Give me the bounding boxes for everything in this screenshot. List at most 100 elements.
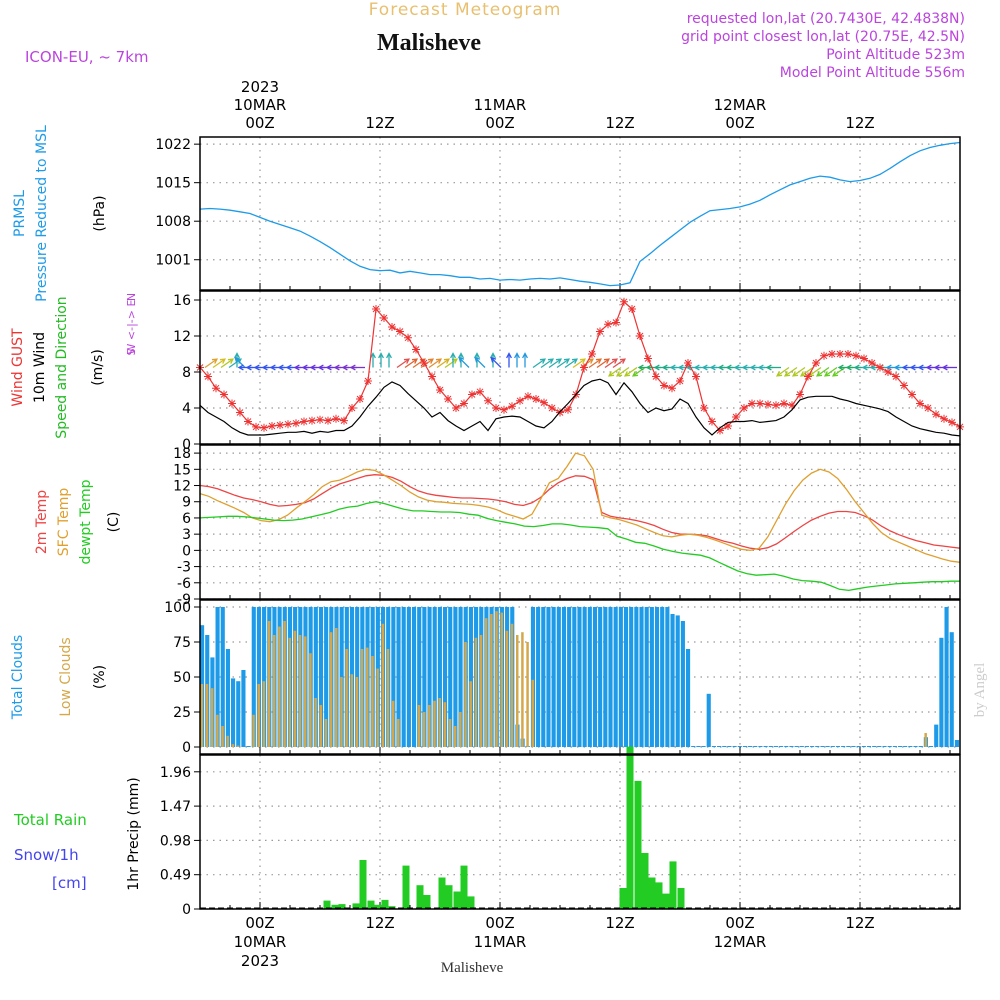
total-cloud-bar [432,607,437,747]
credit-watermark: by Angel [972,663,988,718]
wind-arrow-head [555,358,563,364]
low-cloud-bar [262,681,266,747]
clouds-ytick-label: 50 [173,670,191,686]
wind-direction-arrow [596,358,611,369]
wind-arrow-head [799,371,807,377]
rain-bar [416,885,424,909]
low-cloud-bar [474,637,478,747]
wind-panel: 0 4 8 12 16 Wind GUST 10m Wind Speed and Direct… [10,291,960,453]
gust-marker [908,390,916,399]
low-cloud-bar [355,677,359,747]
pressure-unit-label: (hPa) [92,195,108,231]
low-cloud-bar [324,719,328,747]
bottom-year-label: 2023 [241,952,279,970]
wind-axis-label: Speed and Direction [54,296,70,438]
low-cloud-bar [319,705,323,747]
gust-marker [668,384,676,393]
wind-direction-arrow [623,366,638,377]
low-cloud-bar [329,632,333,747]
wind-arrow-shaft [532,358,546,369]
wind-direction-arrow [588,358,603,369]
total-cloud-bar [732,746,737,747]
gust-marker [356,395,364,403]
low-cloud-bar [360,649,364,747]
low-cloud-bar [495,611,498,747]
gust-marker [372,305,380,313]
wind-arrow-head [717,364,724,371]
pressure-panel-border [199,136,961,291]
wind-arrow-head [539,358,547,364]
dewpoint-series-line [199,501,960,592]
gust-marker [756,399,764,408]
temperature-axis-label: SFC Temp [56,488,72,557]
wind-direction-arrow [220,358,235,369]
wind-arrow-head [234,352,240,359]
wind-arrow-shaft [490,357,502,368]
total-cloud-bar [567,607,572,747]
wind-direction-arrow [607,366,622,377]
low-cloud-bar [453,726,457,747]
wind-arrow-head [909,364,916,371]
gust-marker [652,372,660,381]
gust-marker [836,350,844,358]
total-cloud-bar [251,607,256,747]
total-cloud-bar [799,746,804,747]
total-cloud-bar [784,746,789,747]
gust-marker [332,414,340,423]
precip-panel-border [199,754,961,910]
wind-direction-arrow [428,358,443,369]
low-cloud-bar [484,618,488,747]
wind-arrow-head [474,352,480,359]
low-cloud-bar [397,719,400,747]
wind-arrow-head [386,352,392,359]
gust-marker [508,402,516,411]
wind-direction-arrow [490,356,502,368]
wind-arrow-head [925,364,932,371]
gust-marker [916,399,924,408]
total-cloud-bar [810,746,815,747]
temperature-ytick-label: -9 [177,592,191,608]
wind-direction-arrow [791,366,806,377]
total-cloud-bar [763,746,768,747]
pressure-axis-label: PRMSL [12,190,28,237]
total-cloud-bar [618,607,623,747]
bottom-time-label: 12Z [365,914,394,932]
gust-marker [820,351,828,360]
wind-direction-arrow [615,366,630,377]
gust-marker [596,327,604,336]
total-cloud-bar [236,681,241,747]
gust-marker [644,354,652,363]
temperature-ytick-label: 0 [182,543,191,559]
total-cloud-bar [794,746,799,747]
wind-arrow-shaft [824,366,838,377]
wind-direction-arrow [532,358,547,369]
rain-bar [655,882,663,909]
wind-arrow-head [619,358,627,364]
total-cloud-bar [670,614,675,747]
wind-arrow-head [309,364,316,371]
gust-marker [796,390,804,399]
low-cloud-bar [278,626,281,747]
bottom-date-label: 10MAR [234,933,287,951]
low-cloud-bar [505,630,509,747]
rain-bar [438,877,446,909]
temperature-ytick-label: -3 [177,560,191,576]
wind-arrow-head [677,364,684,371]
wind-arrow-shaft [212,358,226,369]
total-cloud-bar [742,746,747,747]
gust-marker [348,404,356,412]
total-cloud-bar [396,607,401,747]
wind-arrow-head [317,364,324,371]
wind-direction-arrow [378,352,384,368]
low-cloud-bar [433,700,436,747]
top-time-label: 12Z [365,114,394,132]
wind-arrow-head [861,364,868,371]
rain-bar [662,893,670,909]
wind-direction-arrow [386,352,392,368]
gust-marker [628,305,636,313]
gust-marker [748,399,756,408]
wind-panel-border [199,290,961,445]
gust-marker [548,404,556,412]
wind-arrow-head [901,364,908,371]
wind-arrow-shaft [624,366,638,377]
